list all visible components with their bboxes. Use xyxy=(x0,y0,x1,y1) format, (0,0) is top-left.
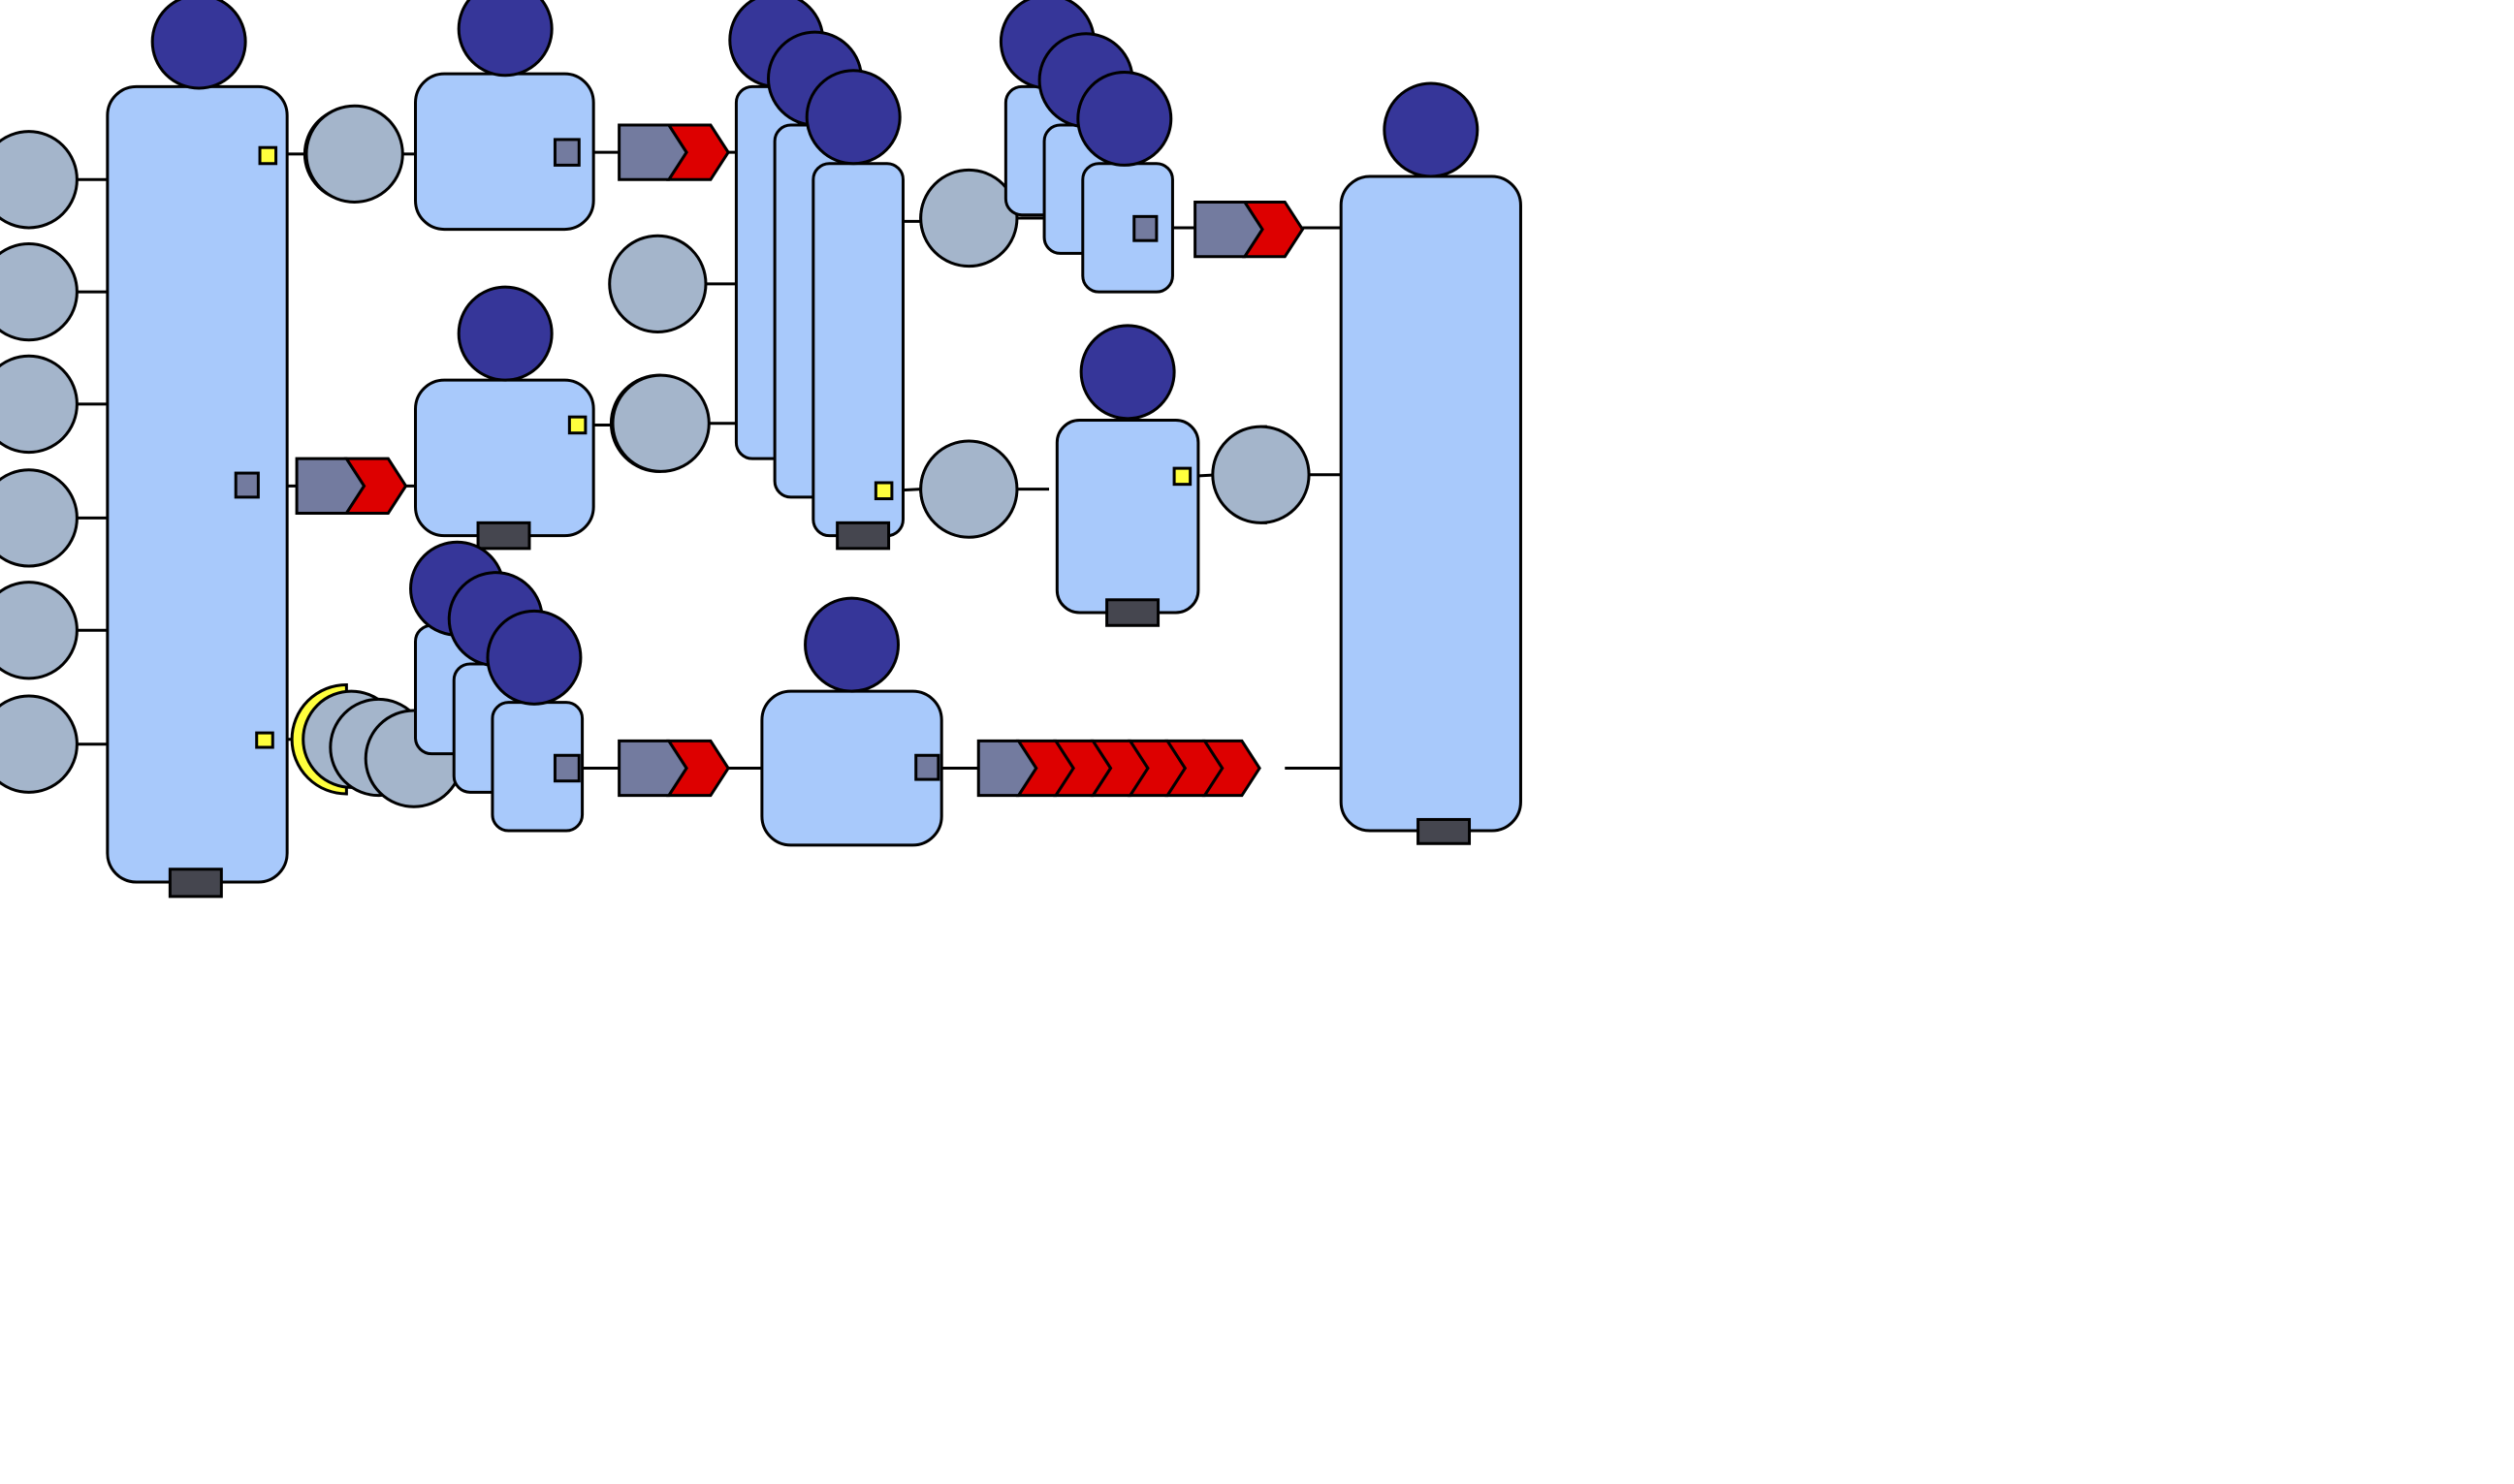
connector-square-c1 xyxy=(567,415,588,435)
small-stack-box-3 xyxy=(1081,162,1174,294)
port-square-c xyxy=(234,471,260,499)
connector-square-e1 xyxy=(255,731,274,749)
arrow-head-chevron xyxy=(1201,739,1261,798)
module-box-d xyxy=(1055,418,1200,615)
input-node-circle-3 xyxy=(0,354,79,455)
module-a-cap-circle xyxy=(457,0,554,78)
module-box-c xyxy=(414,378,595,538)
small-stack-cap-circle-3 xyxy=(1076,70,1173,167)
diagram-shapes xyxy=(0,0,1522,899)
arrow-head-chevron xyxy=(1242,200,1305,259)
input-node-circle-4 xyxy=(0,468,79,568)
port-square-e xyxy=(553,753,581,783)
module-c-cap-circle xyxy=(457,285,554,382)
arrow-head-chevron xyxy=(666,123,730,181)
module-c-footer-block xyxy=(476,521,531,551)
module-d-footer-block xyxy=(1105,598,1161,627)
node-circle-c1 xyxy=(611,373,711,473)
arrow-chevron-e xyxy=(618,739,730,798)
input-node-circle-1 xyxy=(0,130,79,230)
arrow-chevron-f xyxy=(976,739,1261,798)
arrow-head-chevron xyxy=(343,457,408,515)
arrow-head-chevron xyxy=(666,739,730,798)
port-square-b xyxy=(1132,214,1159,242)
node-circle-d1 xyxy=(919,439,1019,539)
output-module-cap-circle xyxy=(1383,81,1480,178)
port-square-f xyxy=(914,753,940,781)
node-circle-d2 xyxy=(1211,425,1311,524)
output-module-footer-block xyxy=(1416,817,1472,845)
input-node-circle-5 xyxy=(0,581,79,680)
main-module-box xyxy=(106,84,289,884)
arrow-chevron-b xyxy=(1193,200,1305,259)
arrow-chevron-c xyxy=(295,457,408,515)
stacked-module-footer-block xyxy=(836,521,891,551)
stacked-module-cap-circle-3 xyxy=(805,69,902,166)
node-circle-b1 xyxy=(919,168,1019,268)
connector-square-a1 xyxy=(258,145,278,166)
node-circle-mid xyxy=(608,234,708,333)
main-module-cap-circle xyxy=(150,0,247,90)
port-square-a xyxy=(553,138,581,167)
stacked-module-box-3 xyxy=(811,162,905,538)
input-node-circle-2 xyxy=(0,241,79,342)
module-d-cap-circle xyxy=(1079,324,1176,421)
main-module-footer-block xyxy=(168,868,223,899)
module-f-cap-circle xyxy=(804,596,901,693)
arrow-chevron-a xyxy=(618,123,730,181)
connector-square-d1 xyxy=(874,481,894,501)
node-circle-a1 xyxy=(304,104,404,204)
output-module-box xyxy=(1339,174,1522,833)
connector-square-d2 xyxy=(1172,466,1193,487)
input-node-circle-6 xyxy=(0,694,79,794)
bottom-stack-cap-circle-3 xyxy=(486,609,583,706)
